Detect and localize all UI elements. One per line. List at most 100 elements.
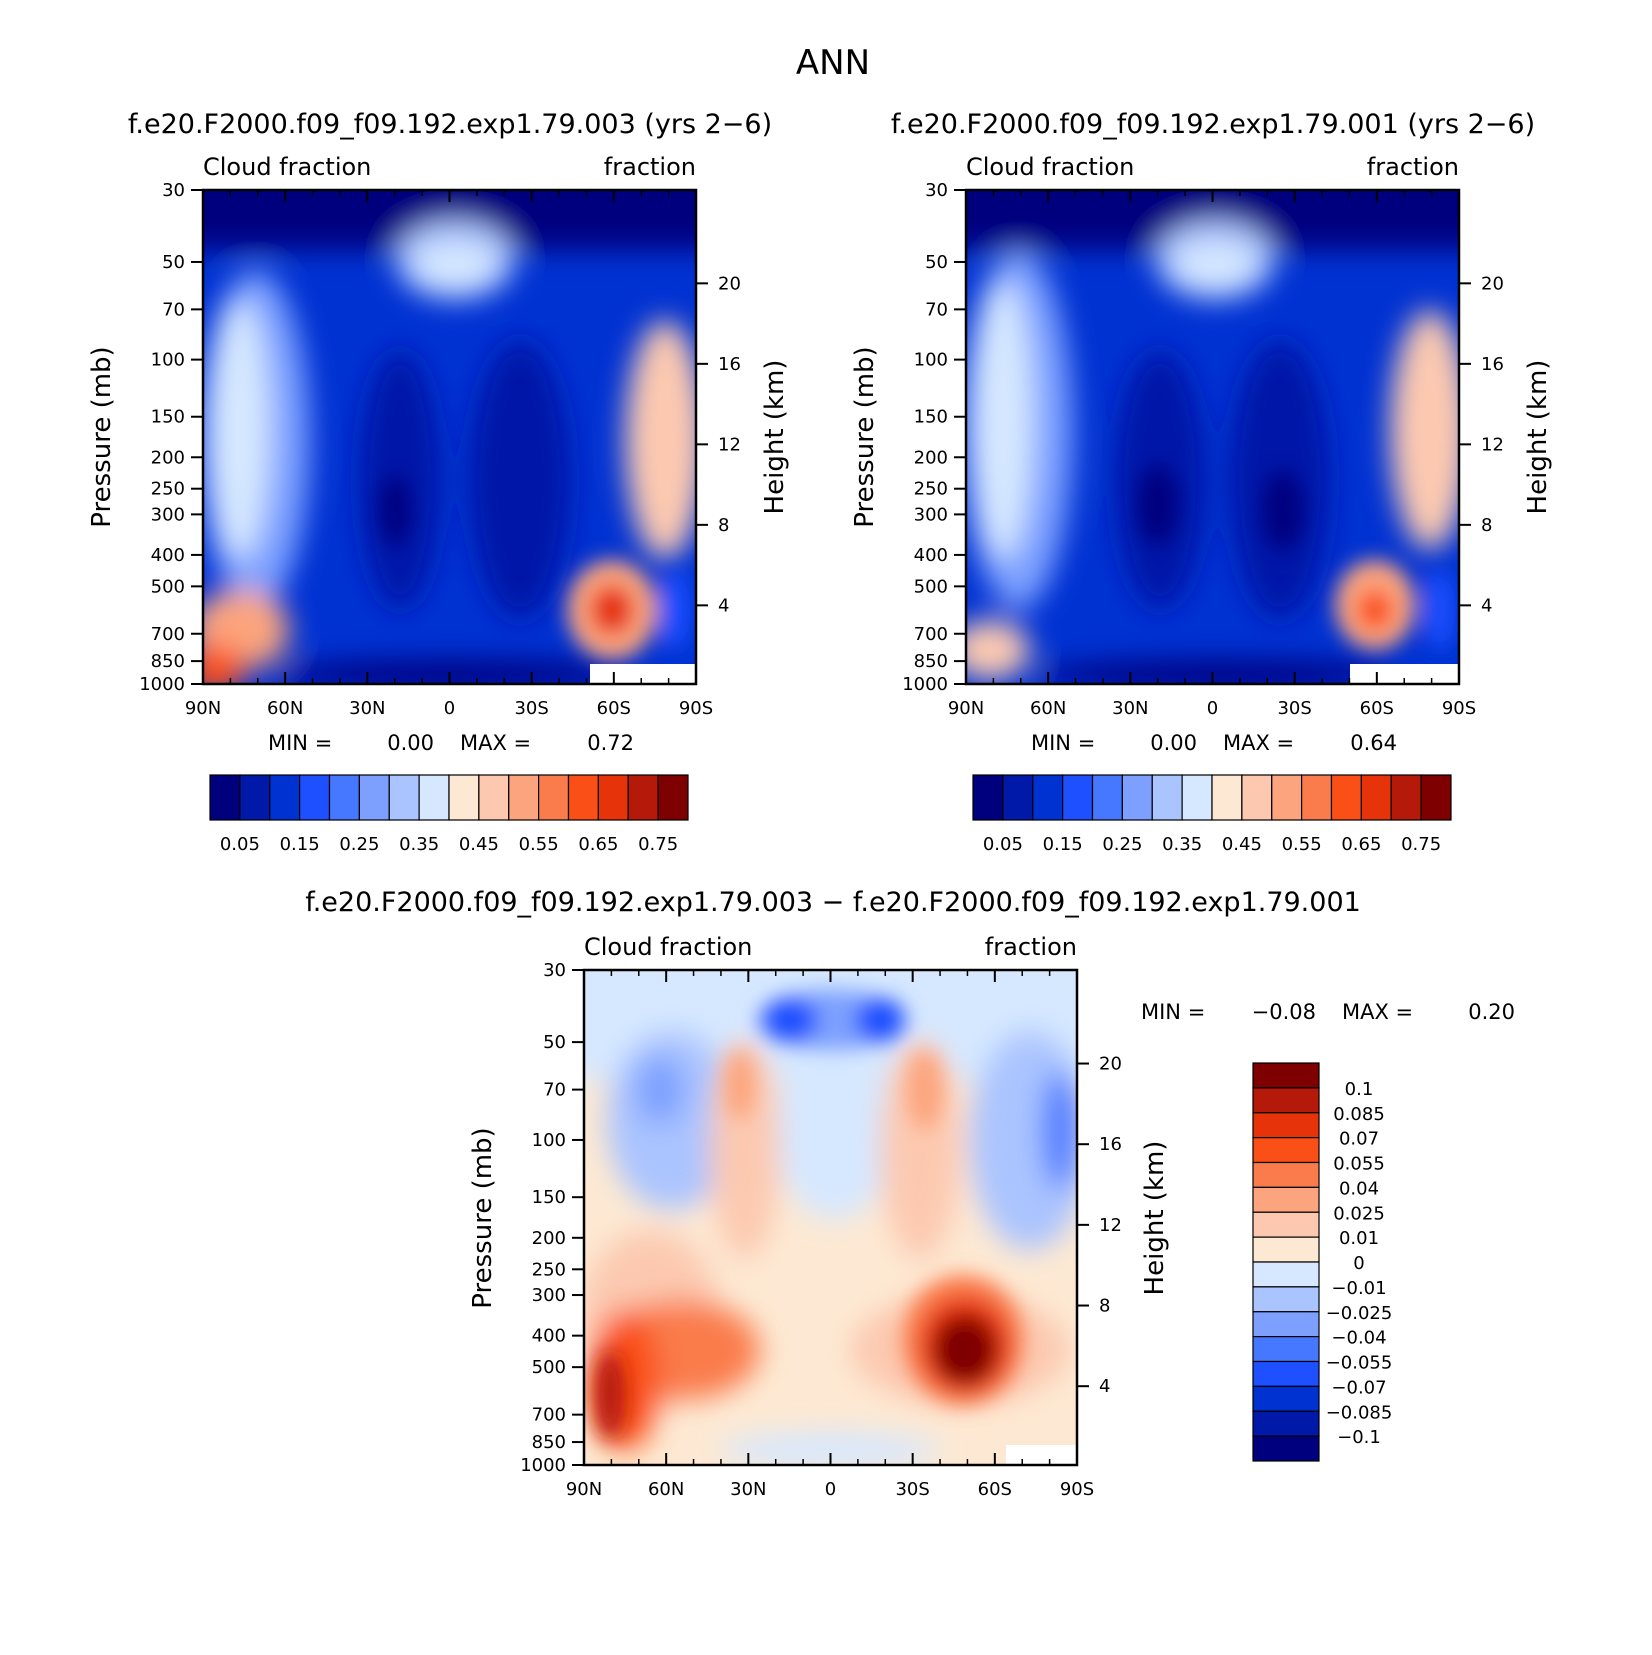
contour-field xyxy=(966,190,1459,684)
colorbar-swatch xyxy=(1330,774,1362,821)
right-label: fraction xyxy=(1367,153,1459,181)
colorbar-swatch xyxy=(1252,1261,1320,1288)
colorbar-swatch xyxy=(448,774,480,821)
colorbar-swatch xyxy=(1252,1211,1320,1238)
colorbar-swatch xyxy=(1252,1336,1320,1363)
y-tick-label: 700 xyxy=(914,624,948,645)
y-tick-label: 400 xyxy=(151,545,185,566)
colorbar-swatch xyxy=(1252,1385,1320,1412)
y-tick-label: 70 xyxy=(543,1080,566,1101)
colorbar-label: 0.055 xyxy=(1333,1154,1385,1175)
y-tick-label: 500 xyxy=(151,576,185,597)
figure-title: ANN xyxy=(796,43,870,83)
colorbar-label: −0.025 xyxy=(1326,1303,1393,1324)
x-tick-label: 30N xyxy=(349,698,385,719)
axes: 90N 60N 30N 0 30S 60S 90S 30 50 70 100 150 200 250 300… xyxy=(139,180,741,719)
colorbar-label: −0.04 xyxy=(1331,1328,1386,1349)
colorbar-label: 0.025 xyxy=(1333,1203,1385,1224)
y-tick-label: 500 xyxy=(532,1357,566,1378)
y-tick-label: 50 xyxy=(925,252,948,273)
height-tick-label: 20 xyxy=(718,273,741,294)
left-label: Cloud fraction xyxy=(584,933,752,961)
colorbar-label: 0.55 xyxy=(519,834,559,855)
colorbar-swatch xyxy=(1252,1360,1320,1387)
x-tick-label: 0 xyxy=(444,698,455,719)
colorbar-label: −0.085 xyxy=(1326,1402,1393,1423)
contour-field xyxy=(203,190,696,684)
max-value: 0.64 xyxy=(1350,731,1397,755)
colorbar-swatch xyxy=(597,774,629,821)
max-label: MAX = xyxy=(1223,731,1294,755)
x-tick-label: 0 xyxy=(825,1479,836,1500)
colorbar-swatch xyxy=(538,774,570,821)
colorbar-swatch xyxy=(1390,774,1422,821)
max-value: 0.72 xyxy=(587,731,634,755)
colorbar-swatch xyxy=(209,774,241,821)
colorbar-swatch xyxy=(1301,774,1333,821)
colorbar-swatch xyxy=(1252,1236,1320,1263)
colorbar-swatch xyxy=(1121,774,1153,821)
y-tick-label: 250 xyxy=(532,1259,566,1280)
y-tick-label: 30 xyxy=(543,960,566,981)
colorbar-swatch xyxy=(1091,774,1123,821)
colorbar-label: −0.07 xyxy=(1331,1377,1386,1398)
colorbar-swatch xyxy=(269,774,301,821)
x-tick-label: 60S xyxy=(597,698,631,719)
height-tick-label: 4 xyxy=(1099,1376,1110,1397)
y-tick-label: 70 xyxy=(162,299,185,320)
x-tick-label: 30S xyxy=(895,1479,929,1500)
colorbar-swatch xyxy=(299,774,331,821)
colorbar: 0.1 0.085 0.07 0.055 0.04 0.025 0.01 0 −0.01 −0.0… xyxy=(1252,1062,1393,1462)
x-tick-label: 60S xyxy=(978,1479,1012,1500)
left-label: Cloud fraction xyxy=(966,153,1134,181)
panel-title: f.e20.F2000.f09_f09.192.exp1.79.003 − f.… xyxy=(305,887,1361,918)
colorbar-swatch xyxy=(1241,774,1273,821)
y-tick-label: 250 xyxy=(151,479,185,500)
axes: 90N 60N 30N 0 30S 60S 90S 30 50 70 100 150 200 250 300… xyxy=(520,960,1122,1500)
y-tick-label: 150 xyxy=(914,407,948,428)
colorbar-swatch xyxy=(328,774,360,821)
colorbar-swatch xyxy=(1271,774,1303,821)
y-tick-label: 1000 xyxy=(139,674,185,695)
y-tick-label: 400 xyxy=(914,545,948,566)
x-tick-label: 90N xyxy=(185,698,221,719)
y-tick-label: 100 xyxy=(914,350,948,371)
y-axis-right-label: Height (km) xyxy=(1140,1141,1170,1296)
y-tick-label: 400 xyxy=(532,1326,566,1347)
colorbar-swatch xyxy=(239,774,271,821)
y-axis-label: Pressure (mb) xyxy=(850,346,880,527)
height-tick-label: 20 xyxy=(1481,273,1504,294)
colorbar-label: 0.05 xyxy=(220,834,260,855)
x-tick-label: 30N xyxy=(1112,698,1148,719)
colorbar-swatch xyxy=(358,774,390,821)
y-tick-label: 200 xyxy=(914,447,948,468)
min-value: −0.08 xyxy=(1252,1000,1316,1024)
y-tick-label: 50 xyxy=(162,252,185,273)
height-tick-label: 16 xyxy=(1099,1134,1122,1155)
x-tick-label: 90N xyxy=(566,1479,602,1500)
x-tick-label: 60N xyxy=(648,1479,684,1500)
colorbar-label: 0.35 xyxy=(399,834,439,855)
min-value: 0.00 xyxy=(387,731,434,755)
y-tick-label: 250 xyxy=(914,479,948,500)
y-axis-right-label: Height (km) xyxy=(760,360,790,515)
y-tick-label: 300 xyxy=(914,504,948,525)
y-tick-label: 850 xyxy=(151,651,185,672)
colorbar-swatch xyxy=(1252,1435,1320,1462)
x-tick-label: 0 xyxy=(1207,698,1218,719)
colorbar-label: 0.55 xyxy=(1282,834,1322,855)
colorbar-swatch xyxy=(1181,774,1213,821)
y-tick-label: 70 xyxy=(925,299,948,320)
x-tick-label: 60N xyxy=(1030,698,1066,719)
colorbar-swatch xyxy=(1252,1062,1320,1089)
height-tick-label: 16 xyxy=(1481,354,1504,375)
colorbar-swatch xyxy=(508,774,540,821)
y-tick-label: 200 xyxy=(151,447,185,468)
y-axis-right-label: Height (km) xyxy=(1523,360,1553,515)
colorbar: 0.05 0.15 0.25 0.35 0.45 0.55 0.65 0.75 xyxy=(209,774,689,855)
colorbar-label: 0.75 xyxy=(638,834,678,855)
max-label: MAX = xyxy=(460,731,531,755)
x-tick-label: 90S xyxy=(679,698,713,719)
y-tick-label: 700 xyxy=(151,624,185,645)
